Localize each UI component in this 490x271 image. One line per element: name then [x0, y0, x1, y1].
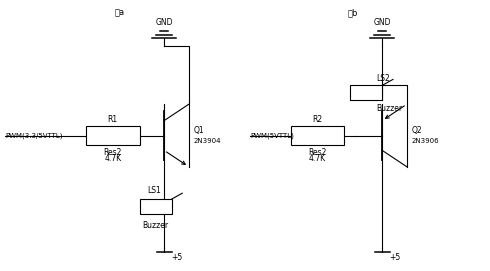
Text: PWM(3.3/5VTTL): PWM(3.3/5VTTL) — [5, 132, 62, 139]
Text: Buzzer: Buzzer — [143, 221, 169, 230]
Text: Q2: Q2 — [412, 125, 422, 135]
Text: PWM(5VTTL): PWM(5VTTL) — [250, 132, 294, 139]
Text: R2: R2 — [313, 115, 322, 124]
Text: Buzzer: Buzzer — [376, 104, 402, 113]
Text: LS1: LS1 — [147, 186, 161, 195]
Text: 图b: 图b — [347, 8, 358, 17]
Text: 2N3904: 2N3904 — [194, 138, 221, 144]
Text: LS2: LS2 — [376, 74, 390, 83]
Text: 图a: 图a — [115, 8, 125, 17]
Bar — [86, 126, 140, 145]
Text: GND: GND — [373, 18, 391, 27]
Text: +5: +5 — [172, 253, 183, 262]
Bar — [140, 199, 171, 214]
Bar — [350, 85, 382, 100]
Text: 4.7K: 4.7K — [309, 154, 326, 163]
Text: 2N3906: 2N3906 — [412, 138, 439, 144]
Text: 4.7K: 4.7K — [104, 154, 121, 163]
Bar — [291, 126, 344, 145]
Text: Res2: Res2 — [103, 148, 122, 157]
Text: Res2: Res2 — [308, 148, 327, 157]
Text: Q1: Q1 — [194, 125, 204, 135]
Text: R1: R1 — [108, 115, 118, 124]
Text: +5: +5 — [390, 253, 401, 262]
Text: GND: GND — [155, 18, 173, 27]
